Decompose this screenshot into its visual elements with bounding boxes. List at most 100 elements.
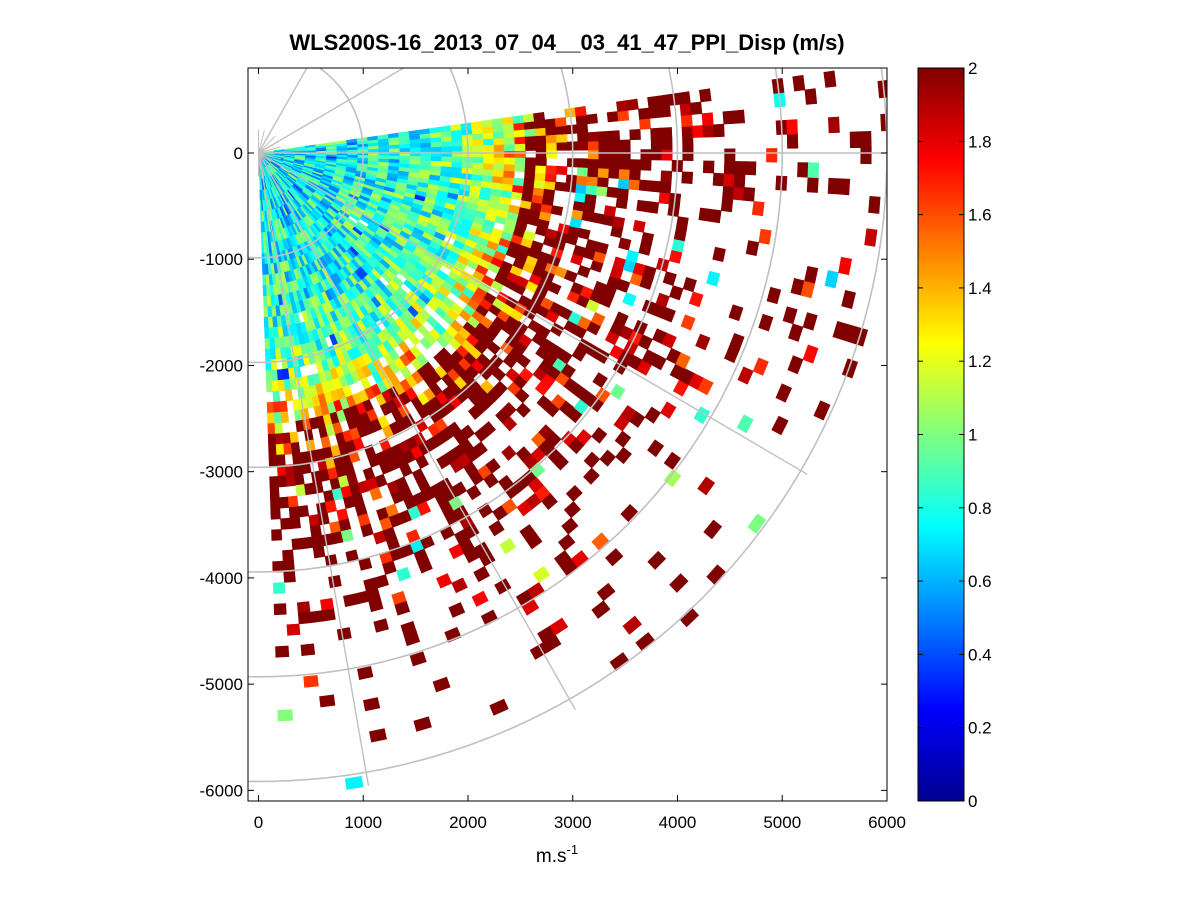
ppi-cell	[442, 146, 453, 151]
ppi-cell	[723, 186, 734, 199]
ppi-cell	[767, 148, 778, 162]
ppi-cell	[674, 228, 686, 241]
ppi-cell	[690, 102, 702, 115]
ppi-cell	[648, 96, 660, 108]
ppi-cell	[661, 127, 672, 138]
x-axis-label-text: m.s	[536, 846, 567, 867]
ppi-cell	[473, 145, 484, 151]
ppi-cell	[322, 609, 336, 621]
ppi-cell	[724, 174, 735, 187]
ppi-cell	[270, 498, 280, 509]
ppi-cell	[620, 140, 631, 150]
ppi-cell	[828, 178, 839, 194]
ppi-cell	[651, 139, 662, 150]
ppi-cell	[524, 172, 535, 180]
ppi-cell	[318, 513, 329, 525]
ppi-cell	[494, 138, 505, 145]
ppi-cell	[277, 455, 286, 466]
ppi-cell	[536, 158, 547, 166]
ppi-cell	[650, 181, 661, 192]
ppi-cell	[575, 193, 587, 203]
ppi-cell	[629, 169, 640, 180]
ppi-cell	[452, 162, 463, 168]
ppi-cell	[292, 538, 303, 550]
ppi-cell	[265, 339, 270, 350]
ppi-cell	[838, 179, 849, 195]
y-tick-label: -5000	[200, 675, 243, 694]
ppi-cell	[577, 176, 588, 186]
ppi-cell	[525, 165, 536, 173]
ppi-cell	[588, 150, 599, 159]
ppi-cell	[588, 132, 599, 141]
x-axis-label: m.s-1	[536, 842, 578, 867]
ppi-cell	[703, 161, 714, 173]
ppi-cell	[431, 156, 442, 161]
ppi-cell	[609, 169, 620, 179]
y-tick-label: 0	[234, 144, 243, 163]
ppi-cell	[743, 187, 755, 201]
ppi-cell	[410, 152, 421, 156]
ppi-cell	[702, 113, 713, 126]
ppi-cell	[596, 186, 607, 196]
ppi-cell	[585, 194, 597, 204]
ppi-cell	[616, 101, 628, 112]
ppi-cell	[483, 169, 494, 176]
ppi-cell	[275, 423, 283, 434]
ppi-cell	[597, 177, 608, 187]
ppi-cell	[545, 173, 556, 182]
ppi-cell	[546, 127, 557, 136]
ppi-cell	[420, 160, 431, 165]
x-tick-label: 0	[254, 813, 263, 832]
ppi-cell	[525, 158, 536, 166]
ppi-cell	[533, 112, 544, 121]
ppi-cell	[494, 163, 505, 170]
ppi-cell	[713, 173, 724, 186]
colorbar-tick-label: 1.2	[968, 352, 992, 371]
ppi-cell	[421, 152, 432, 157]
ppi-cell	[313, 482, 324, 494]
ppi-cell	[713, 247, 726, 262]
ppi-cell	[482, 120, 493, 127]
ppi-cell	[291, 442, 300, 454]
ppi-cell	[620, 150, 631, 160]
ppi-cell	[682, 172, 693, 184]
ppi-cell	[641, 150, 652, 160]
ppi-cell	[276, 444, 284, 455]
ppi-cell	[725, 149, 736, 162]
ppi-cell	[723, 111, 734, 124]
ppi-cell	[504, 164, 515, 171]
ppi-cell	[312, 535, 324, 547]
ppi-cell	[607, 112, 618, 123]
ppi-cell	[733, 110, 744, 124]
ppi-cell	[492, 118, 503, 126]
ppi-cell	[452, 156, 463, 162]
ppi-cell	[310, 525, 321, 537]
ppi-cell	[724, 161, 735, 174]
ppi-cell	[310, 611, 323, 623]
ppi-cell	[613, 217, 625, 229]
ppi-cell	[557, 142, 568, 150]
ppi-cell	[660, 182, 671, 194]
ppi-cell	[431, 147, 442, 152]
ppi-cell	[494, 157, 505, 164]
ppi-cell	[410, 147, 421, 151]
ppi-cell	[676, 217, 688, 230]
ppi-cell	[421, 156, 432, 161]
ppi-cell	[588, 168, 599, 178]
ppi-cell	[280, 401, 288, 412]
ppi-cell	[618, 179, 629, 190]
colorbar-tick-label: 0.4	[968, 645, 992, 664]
ppi-cell	[850, 132, 861, 148]
ppi-cell	[576, 184, 587, 194]
ppi-cell	[283, 550, 294, 561]
ppi-cell	[297, 602, 310, 614]
ppi-cell	[268, 423, 276, 434]
ppi-cell	[609, 131, 620, 141]
ppi-cell	[619, 169, 630, 179]
ppi-cell	[575, 106, 586, 116]
x-axis-label-superscript: -1	[567, 842, 579, 857]
ppi-cell	[270, 487, 279, 498]
ppi-cell	[284, 571, 296, 582]
